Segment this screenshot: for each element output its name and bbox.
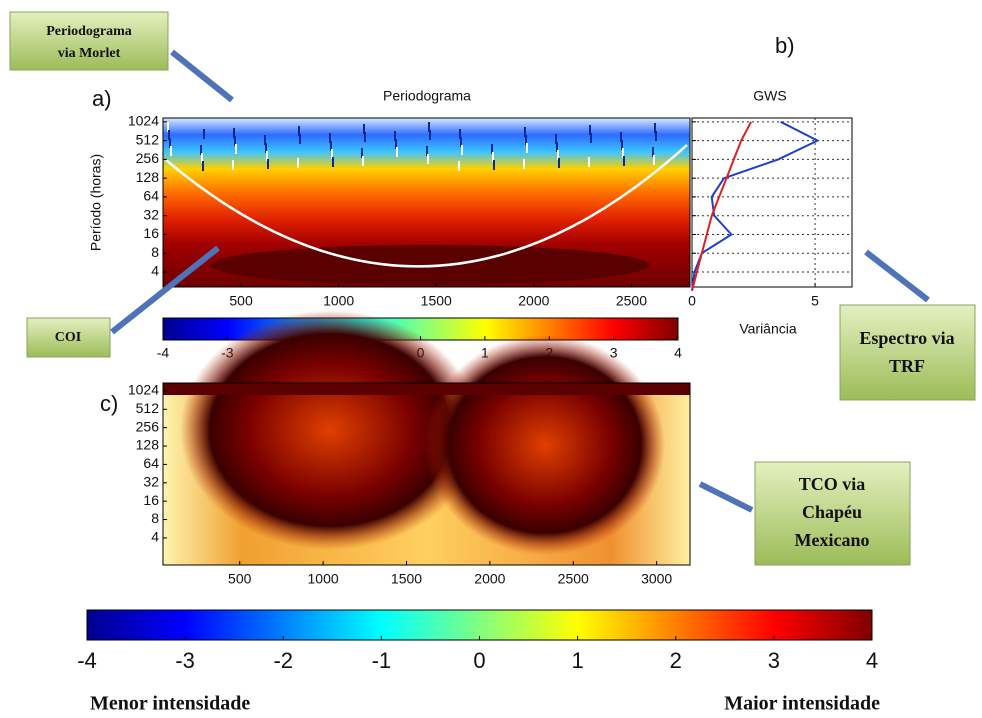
callout-text: TRF [889,356,925,376]
plot-frame [162,117,691,288]
y-tick-label: 1024 [128,113,159,129]
coi-curve [165,144,688,268]
colorbar-tick-label: -4 [77,648,97,673]
y-tick-label: 1024 [128,382,159,398]
x-tick-label: 2500 [616,293,647,309]
y-tick-label: 64 [143,455,159,471]
panel-label: b) [775,33,795,58]
colorbar-tick-label: 0 [473,648,485,673]
callout-text: Chapéu [802,502,862,522]
x-tick-label: 2000 [518,293,549,309]
plot-frame [691,117,853,288]
panel-label: a) [92,86,112,111]
y-tick-label: 256 [136,418,160,434]
y-axis-label: Período (horas) [88,154,104,251]
colorbar-tick-label: 3 [610,345,618,361]
x-tick-label: 500 [229,293,253,309]
callout-text: Espectro via [859,328,954,348]
callout-text: Periodograma [46,24,132,39]
colorbar-tick-label: -1 [372,648,392,673]
heatmap-texture [180,310,480,550]
callout-box [26,317,111,358]
colorbar-tick-label: 4 [866,648,878,673]
heatmap-texture [425,335,665,555]
colorbar-tick-label: -4 [157,345,170,361]
colorbar [86,609,873,641]
callout-box [839,304,976,401]
series-line [691,121,752,292]
panel-title: Periodograma [383,88,471,104]
x-tick-label: 1000 [323,293,354,309]
y-tick-label: 16 [143,225,159,241]
y-tick-label: 8 [151,244,159,260]
callout-text: COI [55,330,81,345]
colorbar-tick-label: -3 [175,648,195,673]
x-tick-label: 1500 [421,293,452,309]
panel-title: GWS [753,88,786,104]
y-tick-label: 4 [151,263,159,279]
callout-box [9,11,169,71]
colorbar-tick-label: 3 [768,648,780,673]
callout-arrow [170,49,234,103]
callout-arrow [864,249,930,303]
colorbar-low-label: Menor intensidade [90,693,250,715]
callout-text: via Morlet [58,46,121,61]
y-tick-label: 32 [143,206,159,222]
colorbar-tick-label: 1 [572,648,584,673]
callout-text: Mexicano [795,530,870,550]
x-tick-label: 1500 [391,571,422,587]
plot-frame [162,382,691,566]
callout-arrow [110,245,220,335]
x-tick-label: 1000 [308,571,339,587]
colorbar-tick-label: 2 [670,648,682,673]
colorbar-tick-label: -2 [273,648,293,673]
y-tick-label: 4 [151,529,159,545]
x-tick-label: 5 [811,293,819,309]
callout-arrow [698,481,754,513]
colorbar-high-label: Maior intensidade [724,693,880,715]
x-tick-label: 3000 [641,571,672,587]
y-tick-label: 512 [136,131,160,147]
y-tick-label: 128 [136,437,160,453]
y-tick-label: 128 [136,169,160,185]
panel-label: c) [100,391,118,416]
callouts: Periodograma via Morlet COI Espectro via… [9,11,976,566]
x-tick-label: 0 [688,293,696,309]
plot-background [692,118,852,287]
x-tick-label: 2000 [474,571,505,587]
series-line [691,120,820,291]
y-tick-label: 16 [143,492,159,508]
colorbar-tick-label: 4 [674,345,682,361]
y-tick-label: 256 [136,150,160,166]
y-tick-label: 32 [143,473,159,489]
callout-box [754,461,911,566]
x-axis-label: Variância [739,321,797,337]
heatmap-texture [163,383,690,395]
y-tick-label: 64 [143,188,159,204]
x-tick-label: 500 [228,571,252,587]
y-tick-label: 512 [136,400,160,416]
y-tick-label: 8 [151,510,159,526]
callout-text: TCO via [799,474,866,494]
x-tick-label: 2500 [558,571,589,587]
